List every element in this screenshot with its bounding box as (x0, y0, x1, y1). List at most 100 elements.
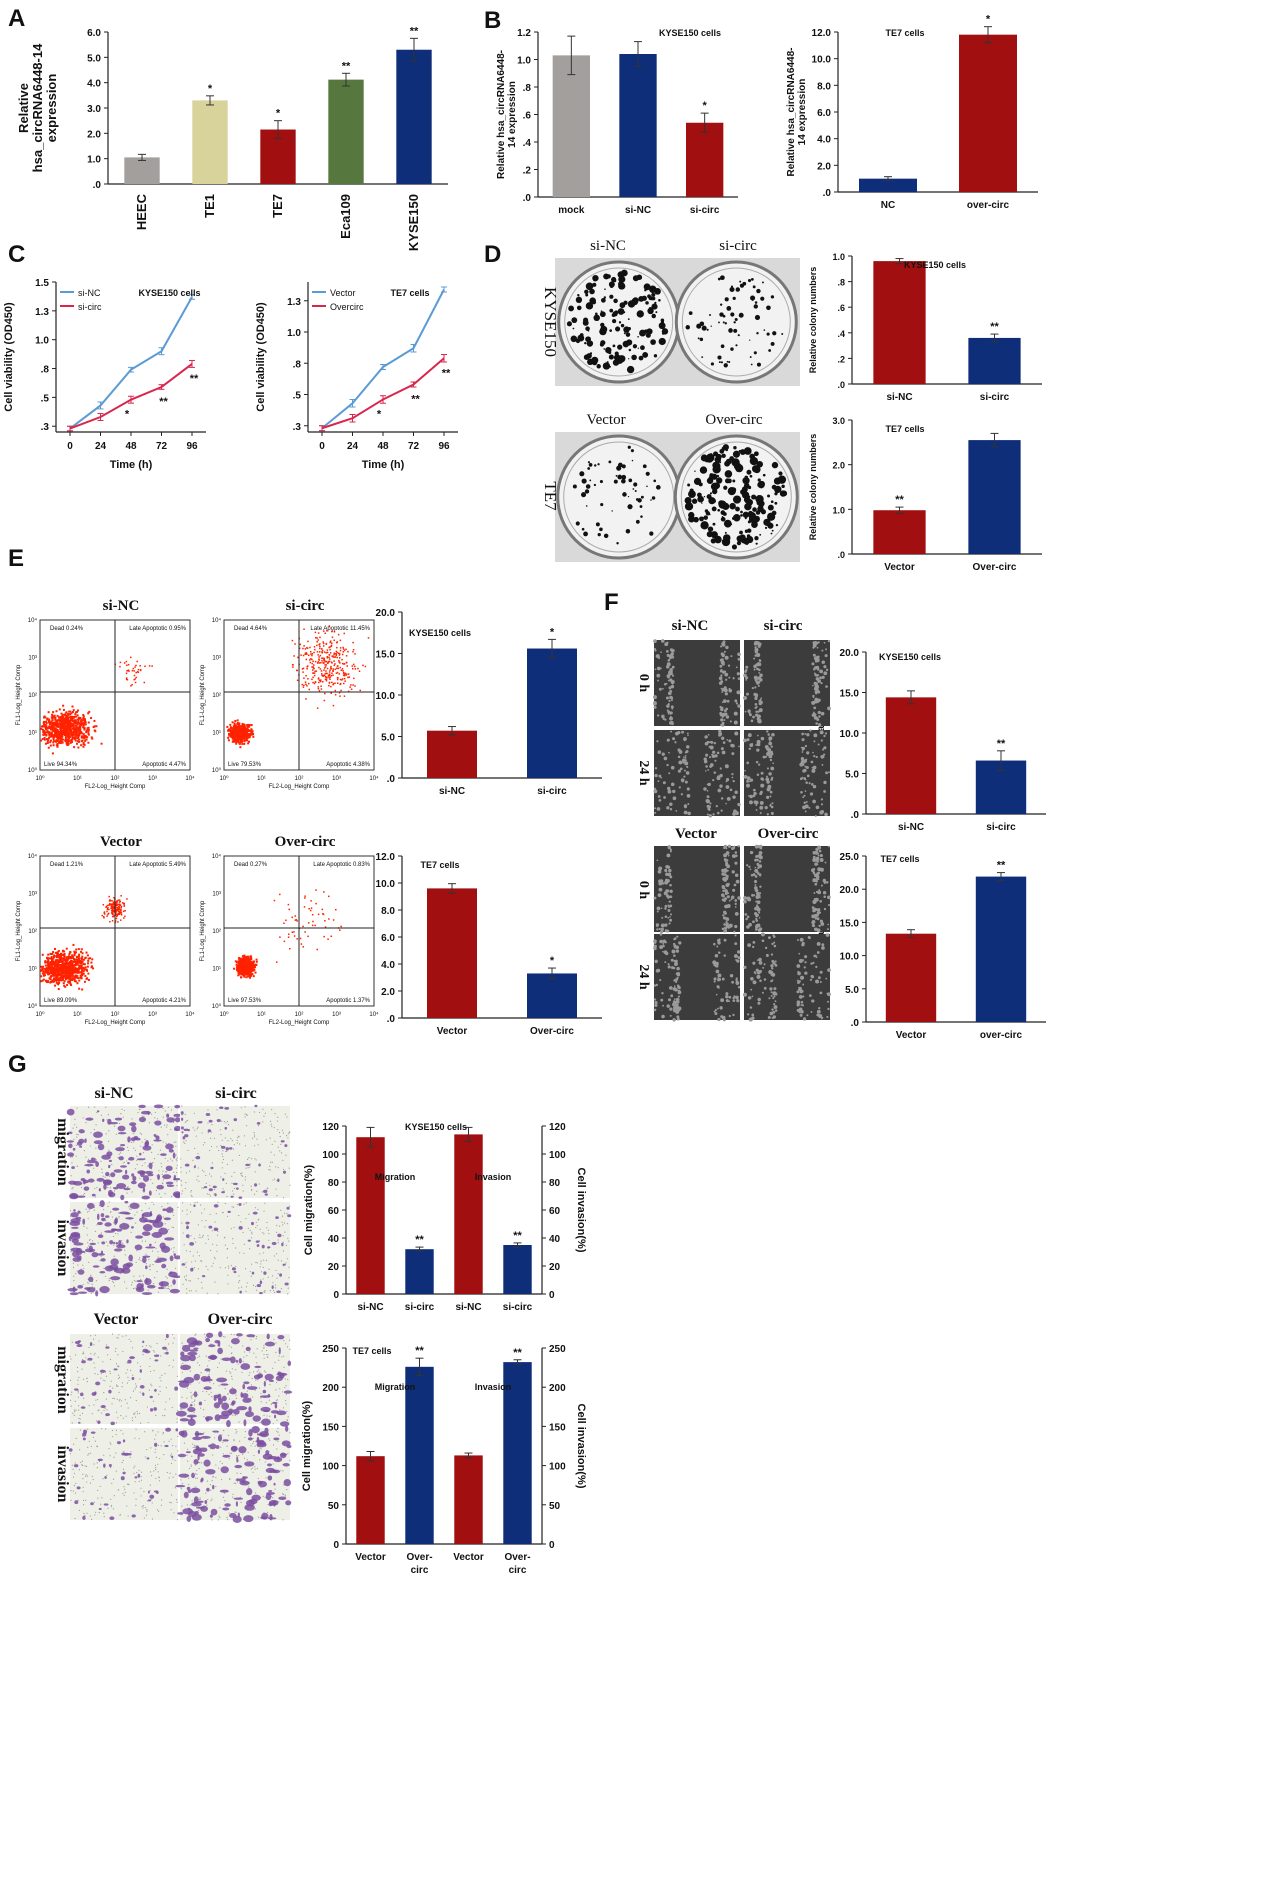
cell (749, 778, 754, 782)
flow-dot (81, 958, 84, 961)
flow-dot (302, 925, 304, 928)
cell (806, 733, 810, 737)
flow-dot (112, 904, 114, 906)
x-tick-label: HEEC (134, 193, 149, 230)
cell (754, 928, 758, 931)
flow-dot (233, 967, 236, 970)
flow-dot (237, 964, 240, 967)
y-tick-label: 10.0 (840, 952, 860, 963)
flow-dot (56, 964, 59, 967)
cell (760, 783, 765, 788)
cell (760, 771, 764, 775)
flow-dot (341, 662, 344, 665)
flow-dot (143, 681, 146, 684)
flow-dot (229, 729, 232, 732)
flow-dot (305, 674, 307, 677)
flow-dot (332, 655, 334, 657)
cell (708, 745, 711, 748)
flow-dot (323, 651, 326, 653)
cell (716, 751, 720, 755)
cell (705, 799, 710, 803)
cell (812, 684, 814, 687)
flow-dot (79, 962, 82, 965)
cell (750, 719, 754, 723)
flow-dot (76, 958, 79, 961)
cell (812, 694, 815, 698)
colony (647, 294, 651, 299)
cell (748, 747, 751, 751)
flow-dot (53, 730, 56, 733)
flow-dot (46, 740, 49, 743)
flow-dot (50, 725, 53, 728)
colony (712, 465, 721, 474)
flow-dot (68, 953, 71, 956)
cell (759, 812, 762, 815)
flow-dot (333, 630, 336, 633)
y-tick-label: 200 (322, 1383, 339, 1394)
cell (758, 672, 760, 674)
cell (813, 892, 816, 894)
flow-dot (47, 739, 50, 742)
colony (718, 321, 720, 324)
colony (720, 344, 725, 349)
flow-dot (244, 735, 247, 738)
flow-dot (77, 722, 80, 725)
colony (743, 482, 750, 489)
colony (720, 275, 725, 281)
flow-dot (44, 716, 47, 719)
flow-dot (70, 740, 73, 743)
flow-dot (62, 975, 65, 978)
flow-dot (323, 935, 325, 938)
flow-dot (240, 731, 243, 734)
flow-dot (74, 724, 77, 727)
flow-dot (77, 719, 80, 722)
flow-dot (111, 909, 114, 912)
flow-dot (315, 889, 317, 891)
cell (671, 722, 674, 726)
flow-dot (58, 725, 61, 728)
flow-dot (64, 739, 67, 742)
colony (587, 461, 591, 464)
flow-dot (85, 729, 88, 732)
flow-ylabel: FL1-Log_Height Comp (200, 900, 206, 961)
cell (681, 758, 686, 763)
flow-dot (61, 729, 64, 732)
colony (733, 462, 742, 470)
colony (747, 528, 752, 533)
cell (683, 775, 686, 778)
cell (660, 927, 664, 932)
flow-dot (76, 982, 79, 985)
colony (713, 451, 719, 457)
flow-dot (64, 738, 67, 741)
colony (706, 328, 709, 331)
flow-dot (308, 659, 311, 661)
colony (603, 533, 609, 539)
flow-dot (69, 713, 72, 716)
colony (723, 519, 732, 528)
colony (653, 479, 657, 483)
flow-dot (80, 735, 83, 738)
flow-dot (75, 722, 78, 725)
flow-dot (115, 908, 118, 911)
colony (757, 482, 762, 487)
flow-dot (106, 904, 109, 907)
colony (599, 527, 603, 532)
flow-dot (49, 741, 52, 744)
flow-dot (60, 725, 63, 728)
flow-dot (81, 739, 84, 742)
flow-dot (42, 974, 45, 977)
cell (663, 796, 666, 799)
flow-dot (42, 733, 45, 736)
cell (758, 659, 762, 662)
flow-dot (66, 739, 69, 742)
flow-dot (55, 710, 58, 713)
flow-dot (231, 729, 234, 732)
cell (731, 776, 734, 779)
cell (669, 648, 674, 652)
flow-dot (123, 905, 126, 907)
flow-dot (110, 904, 113, 906)
flow-title: si-NC (103, 598, 140, 614)
flow-dot (343, 695, 346, 697)
cell (670, 717, 674, 720)
